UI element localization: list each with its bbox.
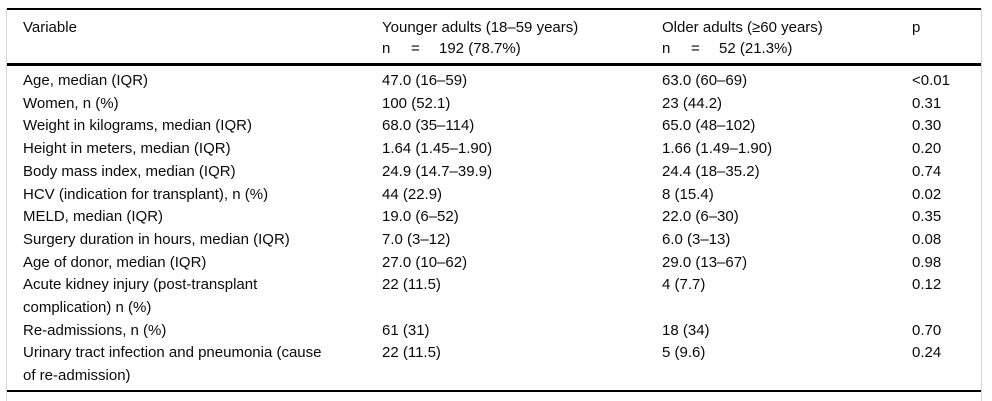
older-value-cell: 29.0 (13–67) xyxy=(662,253,748,271)
header-p-label: p xyxy=(912,19,921,36)
p-value-cell: 0.20 xyxy=(912,140,942,158)
n-label: n xyxy=(662,40,671,57)
p-value-cell: 0.30 xyxy=(912,117,942,135)
younger-value-cell: 100 (52.1) xyxy=(382,94,451,112)
younger-value-cell: 61 (31) xyxy=(382,321,430,339)
younger-value-cell: 22 (11.5) xyxy=(382,276,441,294)
table-row: Women, n (%) 100 (52.1) 23 (44.2) 0.31 xyxy=(7,93,981,116)
table-row: Weight in kilograms, median (IQR) 68.0 (… xyxy=(7,115,981,138)
table-header-row: Variable Younger adults (18–59 years) n … xyxy=(7,10,981,66)
younger-value-cell: 22 (11.5) xyxy=(382,344,441,362)
variable-cell: MELD, median (IQR) xyxy=(23,208,164,226)
table-row: Re-admissions, n (%) 61 (31) 18 (34) 0.7… xyxy=(7,320,981,343)
table-row: Age, median (IQR) 47.0 (16–59) 63.0 (60–… xyxy=(7,70,981,93)
older-value-cell: 63.0 (60–69) xyxy=(662,72,748,89)
older-value-cell: 65.0 (48–102) xyxy=(662,117,756,135)
p-value-cell: 0.12 xyxy=(912,276,942,294)
header-older-label: Older adults (≥60 years) xyxy=(662,19,823,36)
n-value: 192 (78.7%) xyxy=(439,40,521,57)
p-value-cell: <0.01 xyxy=(912,72,950,89)
variable-cell: Height in meters, median (IQR) xyxy=(23,140,231,158)
header-younger-adults: Younger adults (18–59 years) n = 192 (78… xyxy=(376,17,656,59)
older-value-cell: 1.66 (1.49–1.90) xyxy=(662,140,773,158)
header-younger-label: Younger adults (18–59 years) xyxy=(382,19,579,36)
p-value-cell: 0.74 xyxy=(912,162,942,180)
younger-value-cell: 27.0 (10–62) xyxy=(382,253,468,271)
equals-sign: = xyxy=(411,40,420,57)
p-value-cell: 0.70 xyxy=(912,321,942,339)
p-value-cell: 0.98 xyxy=(912,253,942,271)
header-variable: Variable xyxy=(7,17,376,59)
variable-cell: Age, median (IQR) xyxy=(23,72,149,89)
younger-value-cell: 1.64 (1.45–1.90) xyxy=(382,140,493,158)
older-value-cell: 24.4 (18–35.2) xyxy=(662,162,760,180)
table-top-rule xyxy=(7,8,981,10)
variable-cell: Women, n (%) xyxy=(23,94,119,112)
older-value-cell: 23 (44.2) xyxy=(662,94,723,112)
older-value-cell: 4 (7.7) xyxy=(662,276,706,294)
variable-cell: Urinary tract infection and pneumonia (c… xyxy=(23,344,322,385)
variable-cell: Body mass index, median (IQR) xyxy=(23,162,236,180)
older-value-cell: 8 (15.4) xyxy=(662,185,714,203)
younger-value-cell: 24.9 (14.7–39.9) xyxy=(382,162,493,180)
older-value-cell: 5 (9.6) xyxy=(662,344,706,362)
p-value-cell: 0.02 xyxy=(912,185,942,203)
table-row: Urinary tract infection and pneumonia (c… xyxy=(7,342,981,387)
variable-cell: Acute kidney injury (post-transplant com… xyxy=(23,276,258,317)
younger-value-cell: 19.0 (6–52) xyxy=(382,208,459,226)
p-value-cell: 0.24 xyxy=(912,344,942,362)
variable-cell: Surgery duration in hours, median (IQR) xyxy=(23,230,290,248)
table-row: HCV (indication for transplant), n (%) 4… xyxy=(7,184,981,207)
table-row: Acute kidney injury (post-transplant com… xyxy=(7,274,981,319)
younger-value-cell: 68.0 (35–114) xyxy=(382,117,475,135)
n-label: n xyxy=(382,40,391,57)
variable-cell: Age of donor, median (IQR) xyxy=(23,253,207,271)
table-row: Surgery duration in hours, median (IQR) … xyxy=(7,229,981,252)
younger-value-cell: 44 (22.9) xyxy=(382,185,443,203)
older-value-cell: 18 (34) xyxy=(662,321,710,339)
header-variable-label: Variable xyxy=(23,19,77,36)
variable-cell: Re-admissions, n (%) xyxy=(23,321,167,339)
header-p: p xyxy=(906,17,981,59)
table-frame: Variable Younger adults (18–59 years) n … xyxy=(6,8,982,401)
older-value-cell: 22.0 (6–30) xyxy=(662,208,739,226)
header-younger-n-line: n = 192 (78.7%) xyxy=(382,38,656,59)
variable-cell: Weight in kilograms, median (IQR) xyxy=(23,117,252,135)
younger-value-cell: 7.0 (3–12) xyxy=(382,230,451,248)
p-value-cell: 0.35 xyxy=(912,208,942,226)
equals-sign: = xyxy=(691,40,700,57)
table-row: Age of donor, median (IQR) 27.0 (10–62) … xyxy=(7,252,981,275)
younger-value-cell: 47.0 (16–59) xyxy=(382,72,468,89)
header-older-adults: Older adults (≥60 years) n = 52 (21.3%) xyxy=(656,17,906,59)
table-row: Body mass index, median (IQR) 24.9 (14.7… xyxy=(7,161,981,184)
p-value-cell: 0.08 xyxy=(912,230,942,248)
variable-cell: HCV (indication for transplant), n (%) xyxy=(23,185,269,203)
header-older-n-line: n = 52 (21.3%) xyxy=(662,38,906,59)
n-value: 52 (21.3%) xyxy=(719,40,793,57)
table-body: Age, median (IQR) 47.0 (16–59) 63.0 (60–… xyxy=(7,66,981,392)
table-row: MELD, median (IQR) 19.0 (6–52) 22.0 (6–3… xyxy=(7,206,981,229)
p-value-cell: 0.31 xyxy=(912,94,942,112)
table-row: Height in meters, median (IQR) 1.64 (1.4… xyxy=(7,138,981,161)
older-value-cell: 6.0 (3–13) xyxy=(662,230,731,248)
